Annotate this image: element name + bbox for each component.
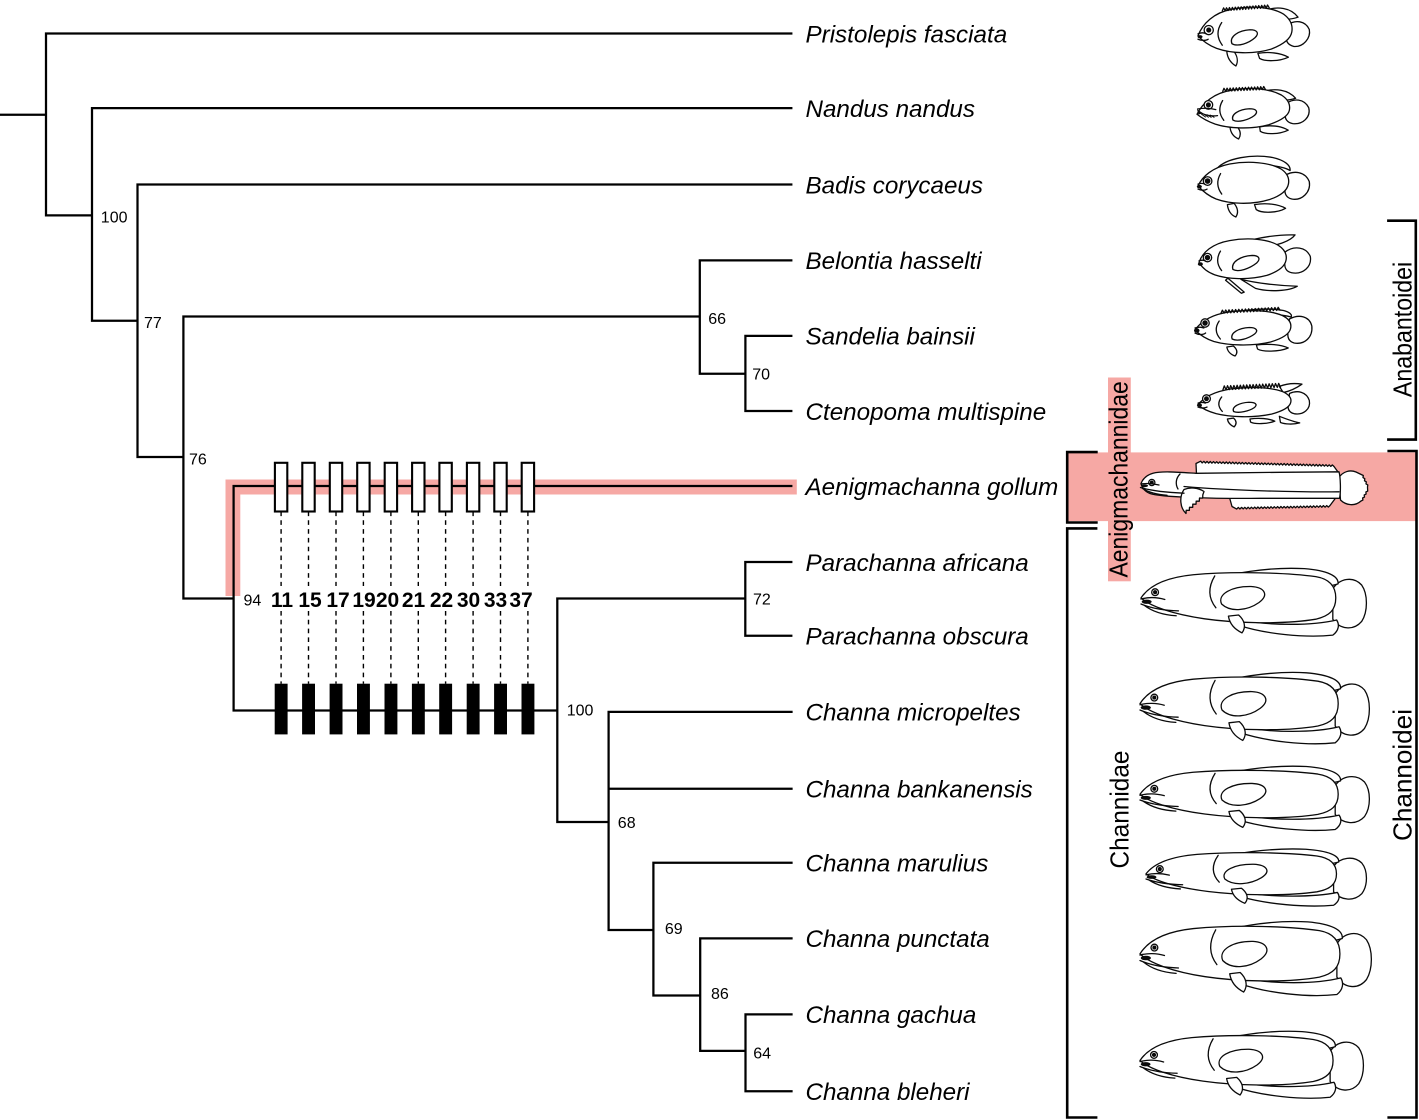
svg-text:100: 100 — [567, 702, 594, 719]
svg-text:66: 66 — [708, 311, 726, 328]
svg-text:72: 72 — [753, 591, 771, 608]
svg-text:21: 21 — [402, 589, 426, 612]
svg-text:11: 11 — [271, 589, 294, 612]
svg-text:33: 33 — [484, 589, 507, 612]
svg-text:37: 37 — [509, 589, 532, 612]
svg-text:Channa punctata: Channa punctata — [806, 926, 990, 953]
svg-text:94: 94 — [244, 592, 262, 609]
svg-text:70: 70 — [752, 367, 770, 384]
svg-text:86: 86 — [711, 986, 729, 1003]
svg-text:77: 77 — [144, 315, 162, 332]
svg-text:Parachanna africana: Parachanna africana — [806, 550, 1029, 577]
svg-text:Channa marulius: Channa marulius — [806, 851, 989, 878]
svg-text:76: 76 — [189, 451, 207, 468]
svg-text:Badis corycaeus: Badis corycaeus — [806, 172, 983, 199]
svg-text:Aenigmachanna gollum: Aenigmachanna gollum — [804, 474, 1059, 501]
svg-text:Belontia hasselti: Belontia hasselti — [806, 248, 983, 275]
svg-text:Parachanna obscura: Parachanna obscura — [806, 624, 1029, 651]
svg-text:20: 20 — [376, 589, 399, 612]
svg-text:15: 15 — [298, 589, 322, 612]
svg-text:Channa bleheri: Channa bleheri — [806, 1079, 971, 1106]
svg-text:17: 17 — [326, 589, 349, 612]
svg-text:Sandelia bainsii: Sandelia bainsii — [806, 324, 976, 351]
svg-text:19: 19 — [352, 589, 375, 612]
svg-text:Channidae: Channidae — [1105, 751, 1135, 869]
svg-text:Ctenopoma multispine: Ctenopoma multispine — [806, 399, 1047, 426]
svg-text:Aenigmachannidae: Aenigmachannidae — [1104, 381, 1134, 577]
svg-text:22: 22 — [430, 589, 453, 612]
svg-text:Nandus nandus: Nandus nandus — [806, 96, 975, 123]
svg-text:64: 64 — [753, 1046, 771, 1063]
svg-text:Channoidei: Channoidei — [1388, 709, 1418, 841]
svg-text:Anabantoidei: Anabantoidei — [1388, 262, 1418, 397]
svg-text:30: 30 — [457, 589, 480, 612]
svg-text:69: 69 — [665, 921, 683, 938]
svg-text:Pristolepis fasciata: Pristolepis fasciata — [806, 21, 1008, 48]
svg-text:100: 100 — [101, 210, 128, 227]
svg-text:Channa micropeltes: Channa micropeltes — [806, 700, 1021, 727]
svg-text:Channa gachua: Channa gachua — [806, 1002, 977, 1029]
svg-text:68: 68 — [618, 815, 636, 832]
svg-text:Channa bankanensis: Channa bankanensis — [806, 777, 1033, 804]
